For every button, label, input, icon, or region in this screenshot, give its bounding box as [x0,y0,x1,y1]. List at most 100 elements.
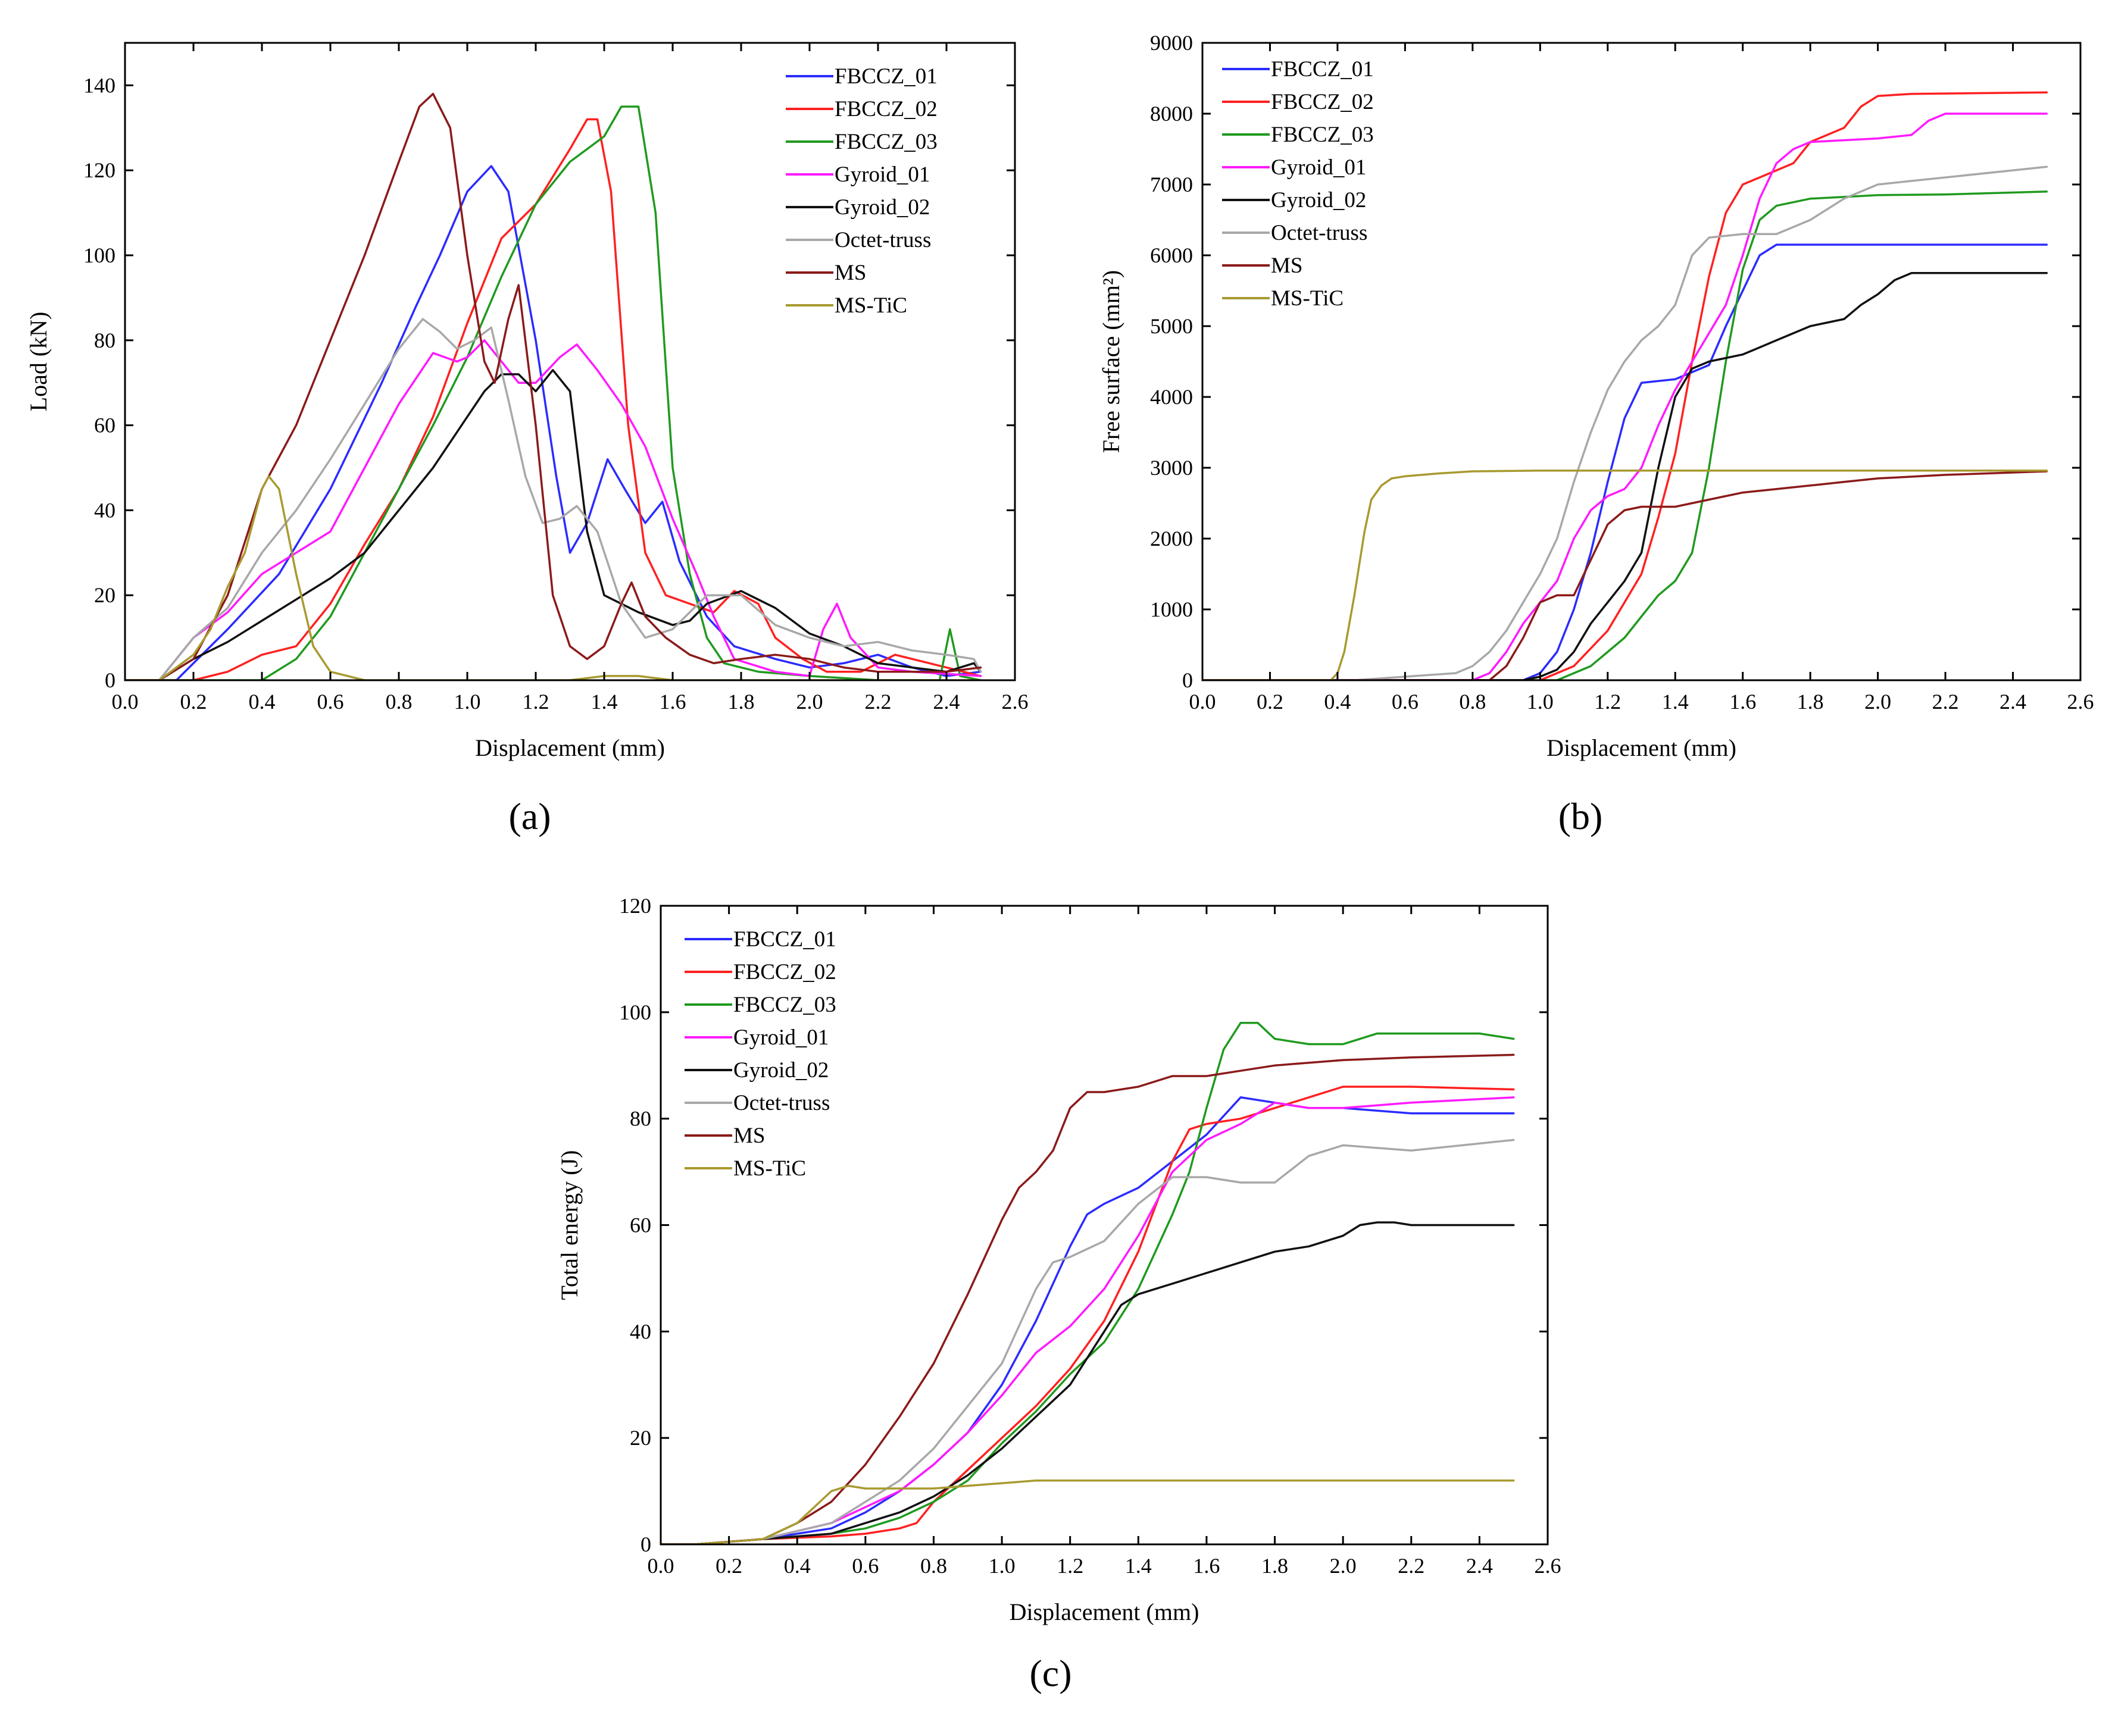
plot-frame [124,42,1016,681]
legend-label-fbccz_01: FBCCZ_01 [733,927,836,952]
legend-label-fbccz_02: FBCCZ_02 [1271,90,1374,114]
y-tick-label: 120 [83,158,115,182]
x-tick-label: 2.2 [1398,1554,1424,1578]
series-line-ms-tic [125,475,982,680]
x-tick-label: 2.2 [865,690,892,714]
x-tick-label: 2.6 [1002,690,1029,714]
y-tick-label: 0 [1182,668,1193,692]
series-line-fbccz_01 [1202,243,2048,680]
legend-label-ms: MS [1271,254,1302,278]
series-line-gyroid_02 [125,369,982,680]
x-tick-label: 0.6 [317,690,344,714]
x-tick-label: 1.6 [1729,690,1756,714]
y-axis-title: Free surface (mm²) [1098,270,1124,453]
series-line-octet-truss [125,318,982,680]
x-axis-title: Displacement (mm) [475,734,665,761]
y-tick-label: 6000 [1150,243,1193,267]
legend-label-octet-truss: Octet-truss [835,228,931,252]
y-tick-label: 60 [630,1213,651,1237]
x-tick-label: 0.6 [1392,690,1419,714]
x-tick-label: 0.4 [1324,690,1351,714]
x-tick-label: 0.2 [180,690,207,714]
legend-label-gyroid_01: Gyroid_01 [835,162,930,187]
y-tick-label: 80 [630,1107,651,1131]
legend-label-ms: MS [835,261,866,285]
y-tick-label: 140 [83,73,115,97]
x-tick-label: 1.8 [728,690,755,714]
x-tick-label: 2.4 [1466,1554,1493,1578]
series-line-ms-tic [1202,470,2048,680]
chart-a-load-vs-displacement: 0.0 0.2 0.4 0.6 0.8 1.0 1.2 1.4 1.6 1.8 2.0 2.2 2.4 2… [25,42,1029,761]
legend-label-gyroid_02: Gyroid_02 [835,195,930,220]
legend-label-ms-tic: MS-TiC [733,1156,806,1181]
legend: FBCCZ_01 FBCCZ_02 FBCCZ_03 Gyroid_01 Gyroid_… [685,927,836,1181]
series-line-octet-truss [1202,165,2048,680]
y-tick-label: 40 [630,1319,651,1343]
x-tick-label: 0.6 [852,1554,879,1578]
series-line-octet-truss [661,1138,1515,1544]
x-tick-label: 1.2 [523,690,549,714]
x-tick-label: 1.6 [1193,1554,1220,1578]
x-tick-label: 2.2 [1932,690,1959,714]
x-tick-label: 2.0 [1330,1554,1357,1578]
chart-c-total-energy-vs-displacement: 0.0 0.2 0.4 0.6 0.8 1.0 1.2 1.4 1.6 1.8 2.0 2.2 2.4 2… [556,894,1561,1625]
series-line-fbccz_03 [661,1021,1515,1544]
y-tick-label: 9000 [1150,31,1193,55]
y-tick-label: 7000 [1150,173,1193,196]
legend-label-ms: MS [733,1124,765,1148]
y-tick-label: 20 [630,1426,651,1450]
legend-label-fbccz_02: FBCCZ_02 [835,97,938,121]
legend-label-octet-truss: Octet-truss [733,1091,830,1115]
x-tick-label: 1.0 [1527,690,1554,714]
series-line-fbccz_02 [661,1086,1515,1544]
x-axis-title: Displacement (mm) [1546,734,1736,761]
x-tick-label: 0.8 [386,690,413,714]
plot-frame [1201,42,2082,681]
series-line-gyroid_01 [1202,112,2048,680]
y-tick-label: 0 [641,1532,651,1556]
series-group [125,92,982,680]
y-axis-title: Total energy (J) [556,1150,583,1300]
x-tick-label: 0.2 [716,1554,742,1578]
x-tick-label: 0.0 [1189,690,1216,714]
x-tick-label: 1.2 [1057,1554,1083,1578]
y-tick-label: 5000 [1150,314,1193,338]
y-tick-label: 0 [105,668,115,692]
x-tick-label: 1.4 [1662,690,1689,714]
legend-label-ms-tic: MS-TiC [1271,286,1344,311]
x-tick-label: 1.8 [1797,690,1824,714]
x-tick-label: 0.2 [1257,690,1283,714]
x-tick-label: 1.4 [1125,1554,1152,1578]
x-tick-label: 2.6 [1535,1554,1561,1578]
x-tick-label: 1.0 [454,690,481,714]
legend-label-octet-truss: Octet-truss [1271,221,1367,245]
y-tick-label: 120 [619,894,651,918]
y-tick-label: 100 [619,1000,651,1024]
x-tick-label: 1.4 [591,690,618,714]
y-tick-label: 60 [94,414,115,437]
y-tick-label: 2000 [1150,527,1193,550]
series-line-gyroid_02 [1202,272,2048,680]
x-tick-label: 2.0 [796,690,823,714]
chart-b-free-surface-vs-displacement: 0.0 0.2 0.4 0.6 0.8 1.0 1.2 1.4 1.6 1.8 2.0 2.2 2.4 2… [1098,31,2094,761]
legend-label-gyroid_02: Gyroid_02 [1271,188,1366,212]
legend-label-gyroid_01: Gyroid_01 [1271,155,1366,180]
x-tick-label: 2.6 [2067,690,2094,714]
x-tick-label: 1.6 [660,690,686,714]
x-tick-label: 2.4 [933,690,960,714]
x-tick-label: 0.8 [920,1554,947,1578]
legend: FBCCZ_01 FBCCZ_02 FBCCZ_03 Gyroid_01 Gyroid_… [786,64,938,318]
series-line-gyroid_01 [661,1096,1515,1544]
x-tick-label: 0.0 [648,1554,674,1578]
legend-label-fbccz_01: FBCCZ_01 [835,64,938,89]
y-tick-label: 20 [94,583,115,607]
legend-label-fbccz_03: FBCCZ_03 [733,993,836,1017]
series-group [1202,91,2048,680]
legend-label-fbccz_03: FBCCZ_03 [835,130,938,154]
y-tick-label: 1000 [1150,598,1193,621]
x-tick-label: 1.2 [1594,690,1621,714]
y-tick-label: 8000 [1150,102,1193,126]
panel-label-c: (c) [1029,1652,1072,1694]
x-tick-label: 0.0 [112,690,139,714]
legend-label-fbccz_03: FBCCZ_03 [1271,123,1374,147]
